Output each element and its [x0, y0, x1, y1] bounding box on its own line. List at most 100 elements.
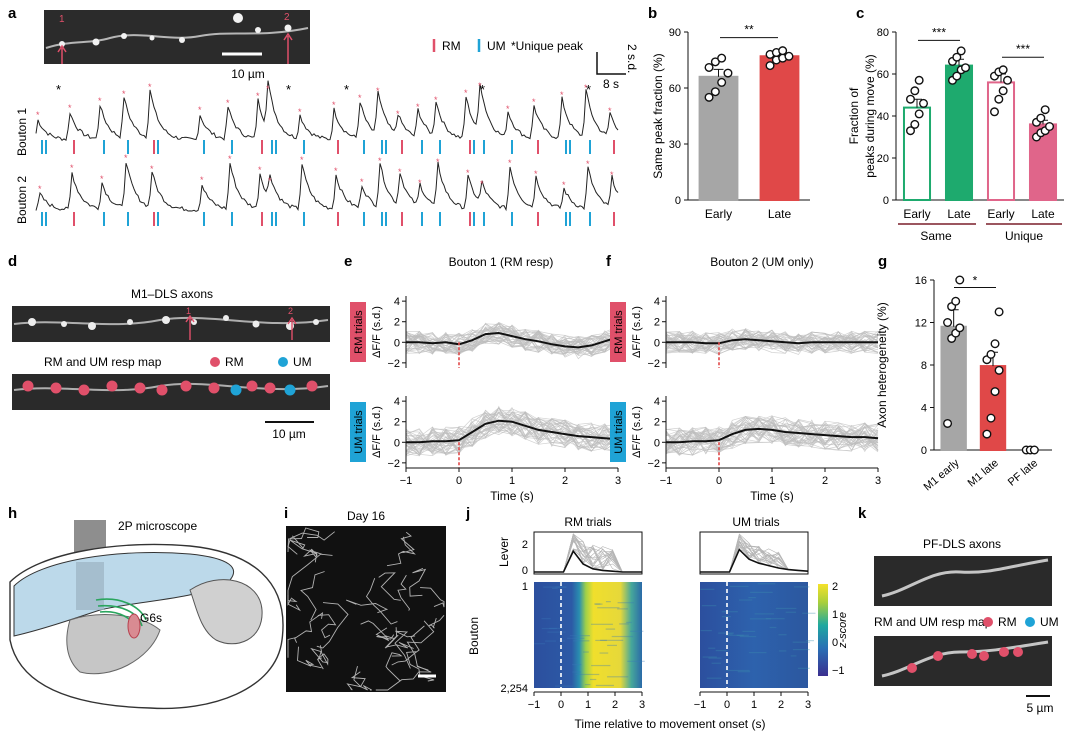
heatmap-streak [575, 673, 600, 676]
colorbar [818, 584, 828, 676]
data-point [952, 71, 962, 81]
trial-trace [665, 419, 879, 452]
trial-trace [665, 328, 879, 355]
x-tick-label: 2 [562, 475, 568, 487]
x-tick-label: 3 [615, 475, 621, 487]
row-label: UM trials [353, 410, 365, 454]
y-tick-label: 4 [921, 403, 927, 415]
x-tick-label: Early [705, 207, 732, 221]
data-point [982, 429, 992, 439]
data-point [1040, 105, 1050, 115]
heatmap-streak [584, 683, 591, 686]
trace-label-bouton1: Bouton 1 [15, 108, 29, 156]
heatmap-streak [715, 649, 728, 652]
axon-strand [428, 615, 445, 629]
d-legend-um: UM [293, 355, 312, 369]
peak-marker: * [396, 109, 400, 119]
heatmap-streak [547, 631, 566, 633]
y-tick-label: 0 [654, 337, 660, 349]
trace-bouton2: * * * * * * * * * * * * * * * * * * * * * * * [35, 153, 619, 212]
axon-strand [420, 587, 445, 608]
heatmap-streak [597, 607, 620, 609]
heatmap-streak [700, 588, 715, 590]
trial-trace [405, 418, 619, 456]
heatmap-streak [607, 676, 629, 678]
heatmap-streak [545, 640, 557, 642]
colorbar-tick: 0 [832, 637, 838, 649]
x-tick-label: −1 [528, 699, 541, 711]
peak-marker: * [226, 98, 230, 108]
trial-trace [665, 415, 879, 446]
event-ticks-bouton1 [41, 140, 615, 154]
y-tick-label: −2 [387, 358, 400, 370]
peak-marker: * [508, 158, 512, 168]
heatmap-streak [765, 618, 785, 620]
d-scale-label: 10 µm [272, 427, 306, 441]
data-point [710, 87, 720, 97]
heatmap-title: RM trials [564, 515, 611, 529]
scale-label-a: 10 µm [231, 67, 265, 81]
heatmap-streak [595, 603, 603, 605]
panel-letter-b: b [648, 5, 657, 22]
error-bar [713, 68, 724, 77]
unique-peak-markers: * * * * * [56, 82, 591, 97]
axon-strand [346, 599, 389, 614]
trace-line [35, 161, 619, 212]
x-tick-label: Late [947, 207, 971, 221]
peak-marker: * [68, 103, 72, 113]
peak-marker: * [98, 96, 102, 106]
data-point [952, 52, 962, 62]
bar [1028, 123, 1058, 201]
x-tick-label: Late [768, 207, 792, 221]
axon-strand [353, 665, 372, 691]
axon-strand [385, 652, 403, 682]
heatmap-streak [630, 630, 644, 632]
heatmap-streak [721, 616, 731, 618]
data-point [990, 339, 1000, 349]
peak-marker: * [532, 97, 536, 107]
heatmap-body [700, 582, 808, 688]
data-point [914, 75, 924, 85]
y-tick-label: 2 [654, 417, 660, 429]
heatmap-streak [567, 637, 585, 639]
row-label-box [610, 302, 626, 362]
y-tick-label: 12 [915, 318, 927, 330]
heatmap-streak [626, 621, 632, 624]
axon-strand [375, 627, 399, 649]
axon-strand [287, 527, 320, 553]
panel-letter-i: i [284, 505, 288, 522]
heatmap-streak [701, 605, 717, 607]
chart-axon-heterogeneity: 0 4 8 12 16 M1 early M1 late PF late Axon hetero… [875, 273, 1052, 493]
heatmap-streak [541, 627, 557, 630]
data-point [914, 109, 924, 119]
data-point [717, 77, 727, 87]
y-tick-label: 2 [654, 317, 660, 329]
axon-strand [391, 625, 425, 666]
peak-marker: * [38, 184, 42, 194]
rm-bouton-dot [306, 380, 318, 392]
peak-marker: * [376, 86, 380, 96]
axon-strand [384, 627, 414, 649]
k-resp-map [874, 636, 1052, 686]
heatmap-streak [778, 634, 787, 636]
trial-trace [665, 331, 879, 353]
trial-trace [665, 331, 879, 353]
data-point [717, 53, 727, 63]
heatmap-streak [729, 585, 749, 588]
heatmap-streak [589, 678, 597, 681]
row-label: UM trials [613, 410, 625, 454]
chart-bouton1-traces: Bouton 1 (RM resp) −2 0 2 4 ΔF/F (s.d.) RM tri… [350, 255, 621, 503]
peak-marker: * [256, 91, 260, 101]
peak-marker: * [334, 166, 338, 176]
rm-bouton-dot [208, 382, 220, 394]
peak-marker: * [124, 153, 128, 163]
axon-strand [317, 614, 337, 639]
chart-heatmap-j: RM trials −1 0 1 2 3 UM trials −1 0 1 2 3 Lever 2 0 Bou… [467, 515, 849, 731]
data-point [994, 307, 1004, 317]
y-tick-label: 0 [675, 195, 681, 207]
peak-marker: * [268, 176, 272, 186]
panel-d: M1–DLS axons 1 2 RM and UM resp map RM U… [12, 287, 330, 441]
trial-trace [665, 417, 879, 456]
k-response-dots [907, 647, 1023, 673]
